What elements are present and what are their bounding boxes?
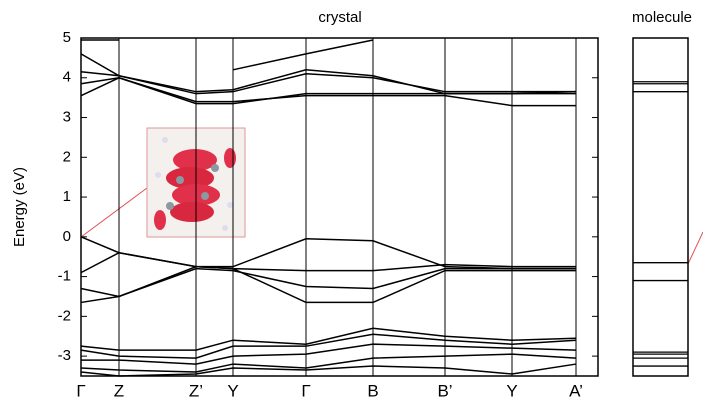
- band-line: [81, 267, 576, 303]
- y-axis-label: Energy (eV): [11, 167, 28, 247]
- band-line: [81, 253, 576, 273]
- x-tick-label: Z’: [189, 381, 203, 400]
- x-tick-label: Γ: [76, 381, 85, 400]
- chart: crystal molecule Energy (eV) -3 -2 -1 0 1 2 3 4…: [0, 0, 703, 403]
- y-tick-label: 0: [63, 228, 71, 245]
- band-line: [81, 54, 576, 94]
- x-tick-label: Y: [506, 381, 517, 400]
- x-tick-label: A’: [569, 381, 583, 400]
- x-tick-label: Z: [114, 381, 124, 400]
- chart-title: molecule: [632, 9, 692, 26]
- band-line: [81, 78, 576, 104]
- x-tick-label: Γ: [301, 381, 310, 400]
- y-tick-label: -2: [58, 307, 71, 324]
- connector: [81, 188, 147, 237]
- band-line: [81, 364, 576, 376]
- y-tick-label: -1: [58, 268, 71, 285]
- x-tick-label: B: [367, 381, 378, 400]
- chart-title: crystal: [318, 9, 361, 26]
- band-line: [81, 237, 576, 269]
- y-tick-label: 5: [63, 29, 71, 46]
- x-tick-label: B’: [437, 381, 452, 400]
- plot-frame: [633, 38, 688, 376]
- x-tick-label: Y: [227, 381, 238, 400]
- y-tick-label: 2: [63, 148, 71, 165]
- connector: [688, 232, 703, 264]
- band-line: [233, 40, 373, 70]
- y-tick-label: 1: [63, 188, 71, 205]
- y-tick-label: 3: [63, 108, 71, 125]
- y-tick-label: 4: [63, 69, 71, 86]
- y-tick-label: -3: [58, 347, 71, 364]
- band-line: [81, 328, 576, 350]
